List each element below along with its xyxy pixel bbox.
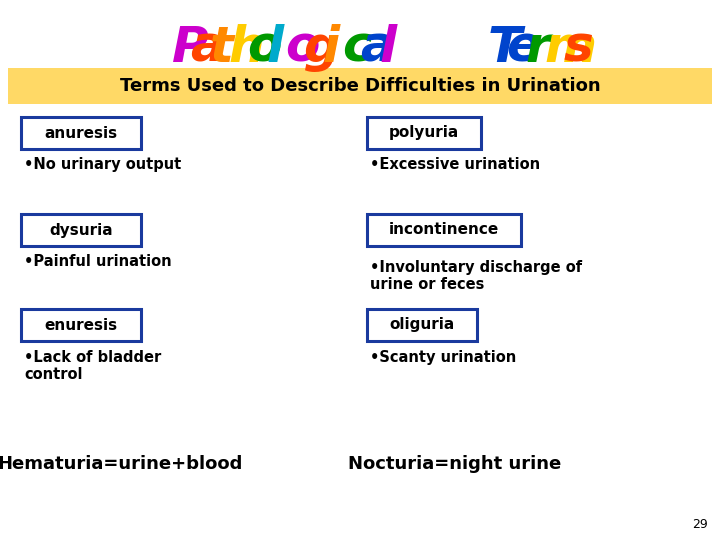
Text: anuresis: anuresis bbox=[45, 125, 117, 140]
Text: i: i bbox=[323, 24, 340, 72]
Text: polyuria: polyuria bbox=[389, 125, 459, 140]
Text: e: e bbox=[507, 24, 541, 72]
FancyBboxPatch shape bbox=[8, 68, 712, 104]
Text: Terms Used to Describe Difficulties in Urination: Terms Used to Describe Difficulties in U… bbox=[120, 77, 600, 95]
Text: •Involuntary discharge of
urine or feces: •Involuntary discharge of urine or feces bbox=[370, 260, 582, 292]
Text: Nocturia=night urine: Nocturia=night urine bbox=[348, 455, 562, 473]
Text: h: h bbox=[228, 24, 264, 72]
Text: incontinence: incontinence bbox=[389, 222, 499, 238]
Text: m: m bbox=[544, 24, 597, 72]
Text: a: a bbox=[361, 24, 395, 72]
Text: •No urinary output: •No urinary output bbox=[24, 157, 181, 172]
Text: Hematuria=urine+blood: Hematuria=urine+blood bbox=[0, 455, 243, 473]
Text: a: a bbox=[191, 24, 224, 72]
Text: l: l bbox=[266, 24, 283, 72]
FancyBboxPatch shape bbox=[367, 309, 477, 341]
Text: •Lack of bladder
control: •Lack of bladder control bbox=[24, 350, 161, 382]
Text: •Painful urination: •Painful urination bbox=[24, 254, 171, 269]
Text: dysuria: dysuria bbox=[49, 222, 113, 238]
Text: 29: 29 bbox=[692, 518, 708, 531]
Text: •Scanty urination: •Scanty urination bbox=[370, 350, 516, 365]
FancyBboxPatch shape bbox=[367, 214, 521, 246]
Text: s: s bbox=[563, 24, 593, 72]
Text: t: t bbox=[210, 24, 233, 72]
Text: o: o bbox=[285, 24, 320, 72]
FancyBboxPatch shape bbox=[21, 214, 141, 246]
Text: oliguria: oliguria bbox=[390, 318, 454, 333]
Text: c: c bbox=[342, 24, 372, 72]
FancyBboxPatch shape bbox=[21, 309, 141, 341]
FancyBboxPatch shape bbox=[21, 117, 141, 149]
FancyBboxPatch shape bbox=[367, 117, 481, 149]
Text: •Excessive urination: •Excessive urination bbox=[370, 157, 540, 172]
Text: enuresis: enuresis bbox=[45, 318, 117, 333]
Text: l: l bbox=[379, 24, 397, 72]
Text: P: P bbox=[171, 24, 208, 72]
Text: r: r bbox=[526, 24, 550, 72]
Text: g: g bbox=[304, 24, 340, 72]
Text: o: o bbox=[247, 24, 282, 72]
Text: T: T bbox=[487, 24, 522, 72]
